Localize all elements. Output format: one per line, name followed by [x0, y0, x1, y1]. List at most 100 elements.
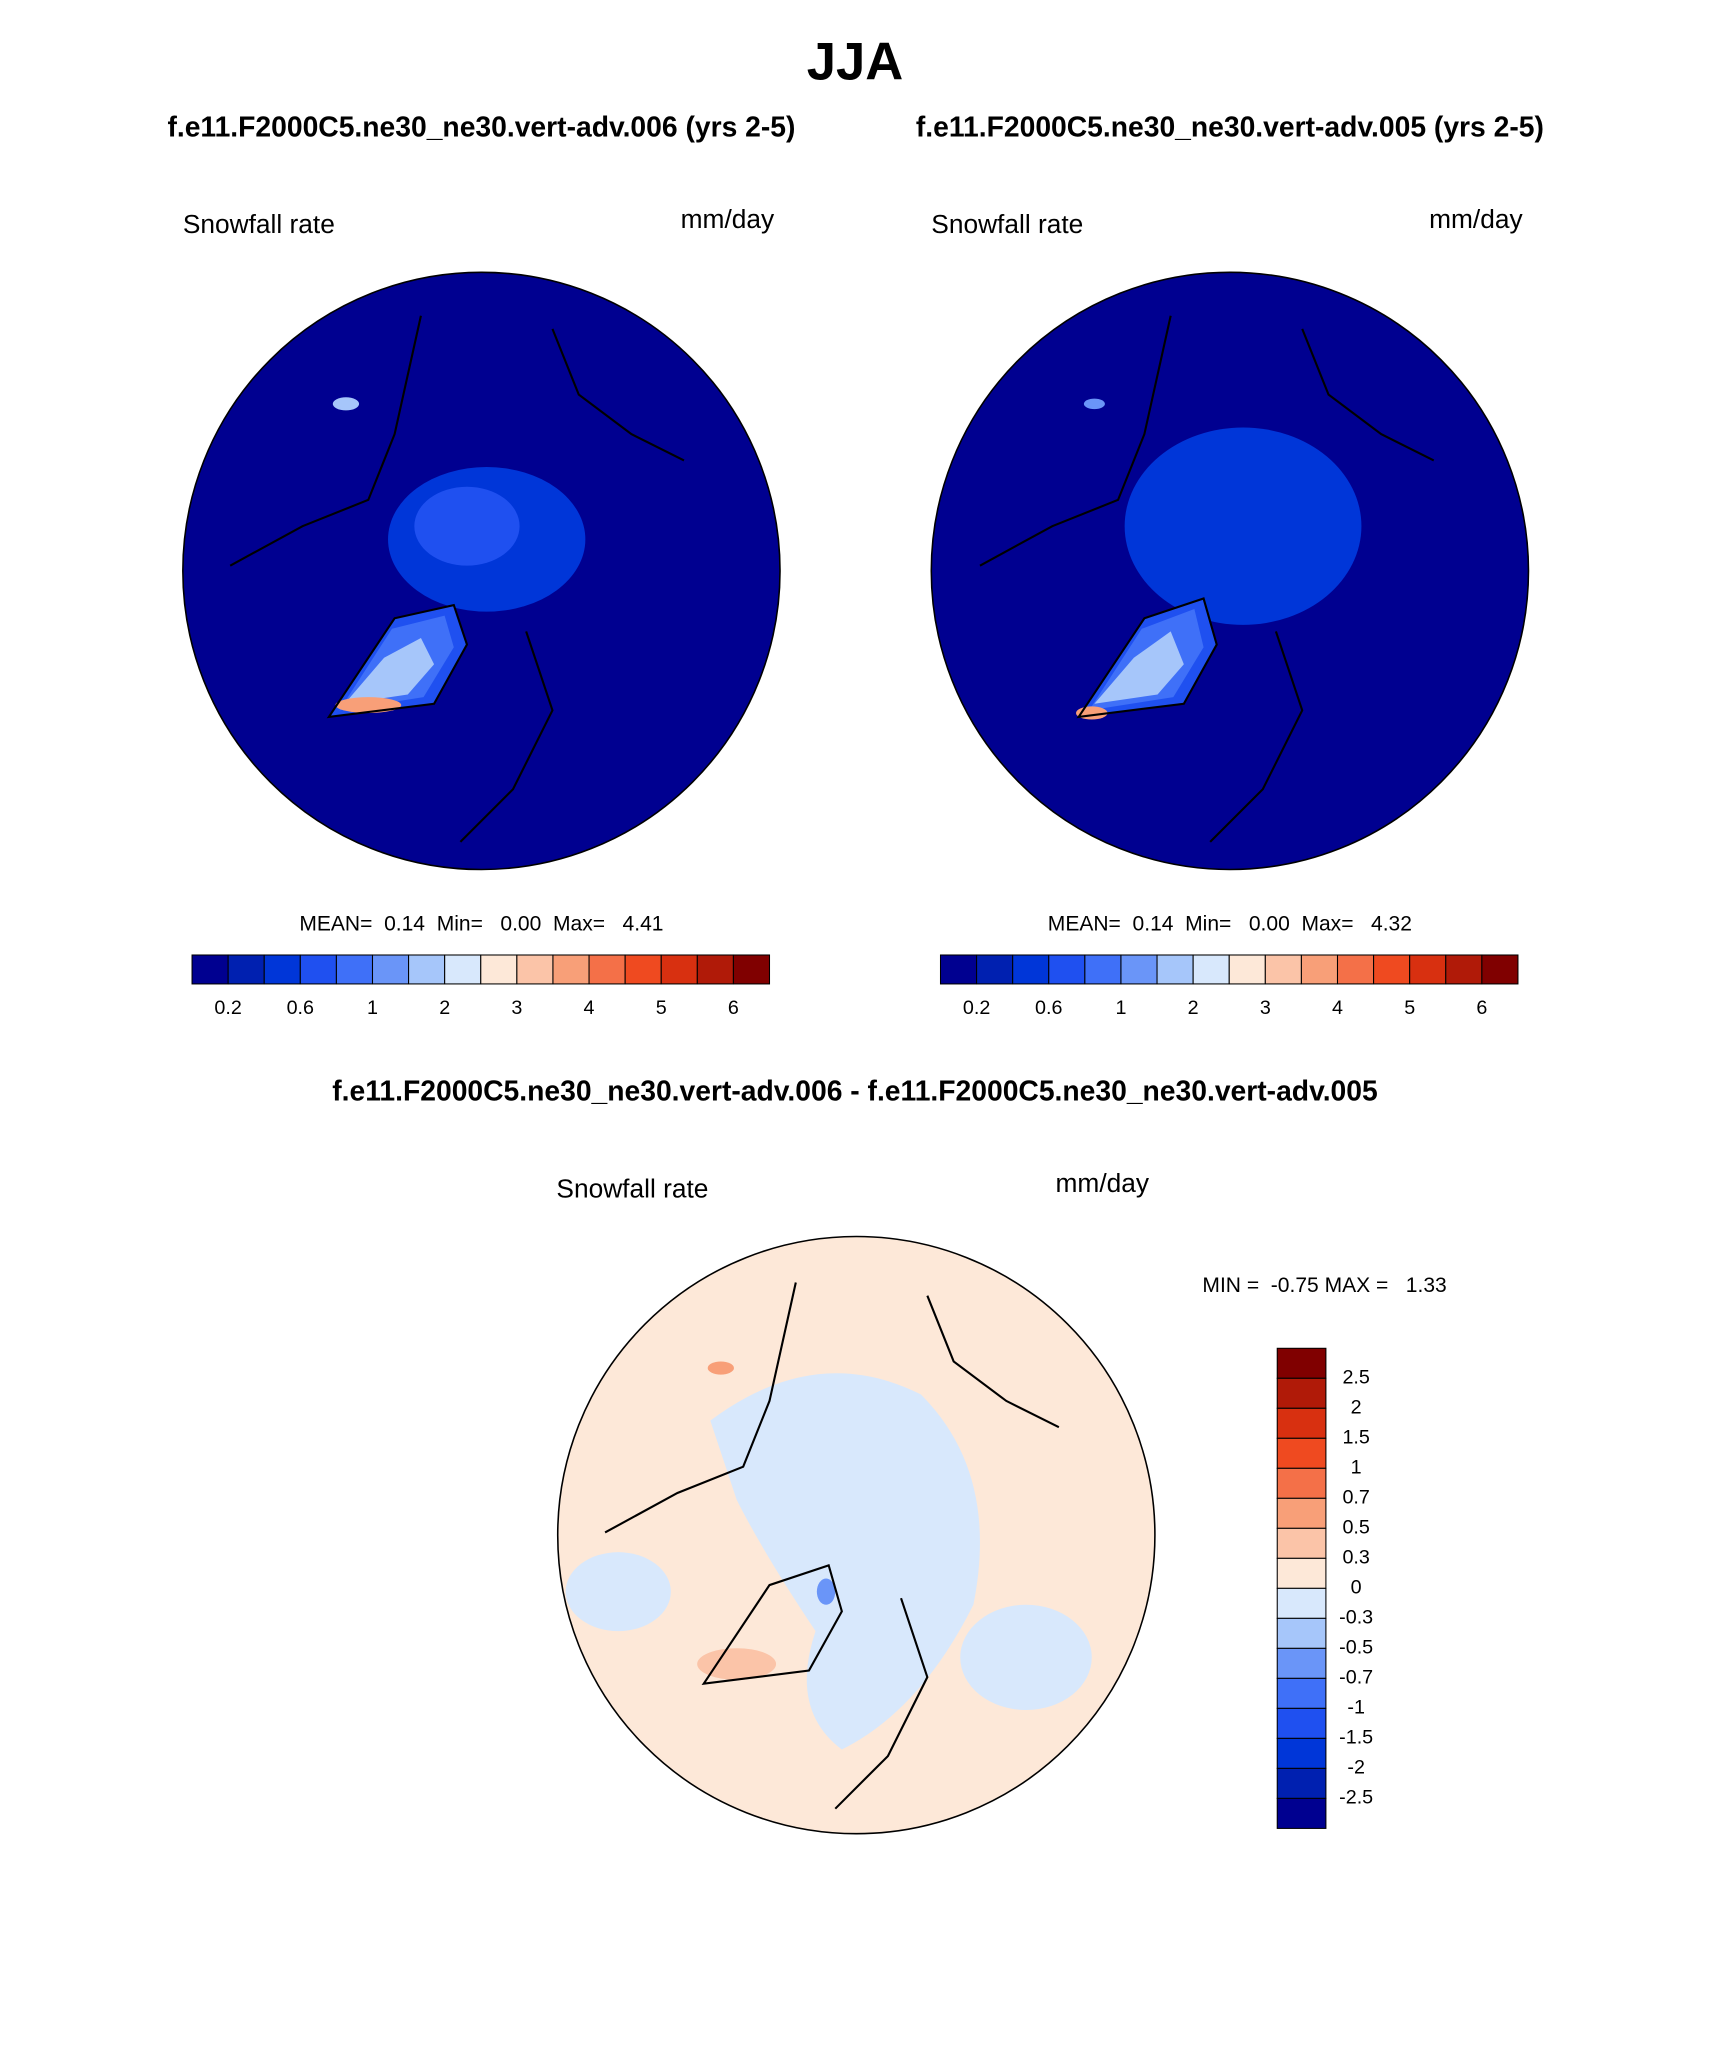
colorbar-box [1481, 954, 1519, 985]
colorbar-label: -1.5 [1339, 1727, 1373, 1749]
colorbar-box [444, 954, 482, 985]
colorbar-label: 5 [1404, 997, 1415, 1019]
colorbar-box [1228, 954, 1266, 985]
colorbar-box [371, 954, 410, 985]
colorbar-label: 3 [1260, 997, 1271, 1019]
map [557, 1236, 1155, 1834]
colorbar-box [1445, 954, 1483, 985]
colorbar-label: 3 [511, 997, 522, 1019]
variable: Snowfall rate [183, 209, 335, 239]
colorbar-label: 0.2 [214, 997, 241, 1019]
colorbar-box [191, 954, 229, 985]
stats: MIN = -0.75 MAX = 1.33 [1202, 1274, 1446, 1297]
colorbar-label: 4 [1332, 997, 1343, 1019]
colorbar-label: 6 [1476, 997, 1487, 1019]
colorbar-label: 2.5 [1342, 1367, 1369, 1389]
colorbar-label: 0.7 [1342, 1487, 1369, 1509]
colorbar-box [1084, 954, 1122, 985]
colorbar-label: 1 [1115, 997, 1126, 1019]
colorbar-box [1276, 1707, 1327, 1739]
colorbar-box [588, 954, 626, 985]
colorbar-label: 0.3 [1342, 1547, 1369, 1569]
colorbar-box [1300, 954, 1339, 985]
colorbar-label: 2 [1351, 1397, 1362, 1419]
colorbar-label: 1 [367, 997, 378, 1019]
colorbar-box [1264, 954, 1302, 985]
colorbar-label: -0.5 [1339, 1637, 1373, 1659]
colorbar-box [1276, 1617, 1327, 1649]
units: mm/day [1056, 1168, 1150, 1198]
colorbar-box [552, 954, 590, 985]
map-border [930, 271, 1530, 871]
colorbar-box [1120, 954, 1158, 985]
colorbar-box [976, 954, 1014, 985]
colorbar-box [1276, 1437, 1327, 1469]
colorbar-label: 6 [728, 997, 739, 1019]
colorbar-box [408, 954, 446, 985]
colorbar-box [335, 954, 374, 985]
colorbar-box [732, 954, 771, 985]
colorbar-label: 0.5 [1342, 1517, 1369, 1539]
variable: Snowfall rate [556, 1173, 708, 1203]
colorbar-box [1276, 1407, 1327, 1439]
colorbar-box [227, 954, 265, 985]
colorbar-box [1276, 1587, 1327, 1619]
colorbar-label: 0.6 [287, 997, 314, 1019]
colorbar-label: 4 [584, 997, 595, 1019]
colorbar-label: 5 [656, 997, 667, 1019]
colorbar-box [1373, 954, 1411, 985]
map [182, 272, 781, 870]
stats: MEAN= 0.14 Min= 0.00 Max= 4.41 [299, 912, 663, 935]
colorbar-box [1192, 954, 1230, 985]
colorbar-box [660, 954, 698, 985]
colorbar-label: -2.5 [1339, 1787, 1373, 1809]
stats: MEAN= 0.14 Min= 0.00 Max= 4.32 [1048, 912, 1412, 935]
colorbar-label: 1 [1351, 1457, 1362, 1479]
colorbar-box [1276, 1677, 1327, 1709]
colorbar-box [480, 954, 518, 985]
units: mm/day [681, 204, 775, 234]
map [931, 272, 1529, 870]
colorbar-box [1276, 1467, 1327, 1499]
colorbar-label: 2 [439, 997, 450, 1019]
colorbar-box [1276, 1647, 1327, 1679]
colorbar-box [516, 954, 554, 985]
map-border [182, 271, 781, 871]
colorbar-box [1276, 1497, 1327, 1529]
map-border [556, 1235, 1156, 1835]
colorbar-label: 0.6 [1035, 997, 1062, 1019]
colorbar-box [299, 954, 337, 985]
colorbar-box [1276, 1347, 1327, 1379]
colorbar-box [696, 954, 734, 985]
colorbar-box [263, 954, 301, 985]
colorbar-box [1276, 1557, 1327, 1589]
colorbar-label: -2 [1347, 1757, 1365, 1779]
colorbar-label: -1 [1347, 1697, 1365, 1719]
colorbar-box [939, 954, 978, 985]
caption: f.e11.F2000C5.ne30_ne30.vert-adv.006 - f… [332, 1075, 1377, 1107]
colorbar-box [1276, 1797, 1327, 1829]
colorbar-label: -0.3 [1339, 1607, 1373, 1629]
colorbar-label: 2 [1188, 997, 1199, 1019]
colorbar-label: 1.5 [1342, 1427, 1369, 1449]
colorbar-label: 0.2 [963, 997, 990, 1019]
colorbar-box [1048, 954, 1086, 985]
colorbar-box [1276, 1377, 1327, 1409]
colorbar-box [1336, 954, 1375, 985]
colorbar-box [1156, 954, 1194, 985]
colorbar-box [1276, 1767, 1327, 1799]
colorbar-box [624, 954, 662, 985]
variable: Snowfall rate [931, 209, 1083, 239]
caption: f.e11.F2000C5.ne30_ne30.vert-adv.006 (yr… [167, 110, 795, 142]
title: JJA [807, 33, 904, 92]
colorbar-box [1276, 1737, 1327, 1769]
caption: f.e11.F2000C5.ne30_ne30.vert-adv.005 (yr… [916, 110, 1544, 142]
colorbar-box [1276, 1527, 1327, 1559]
colorbar-label: 0 [1351, 1577, 1362, 1599]
colorbar-label: -0.7 [1339, 1667, 1373, 1689]
colorbar-box [1409, 954, 1447, 985]
colorbar-box [1012, 954, 1050, 985]
units: mm/day [1429, 204, 1523, 234]
